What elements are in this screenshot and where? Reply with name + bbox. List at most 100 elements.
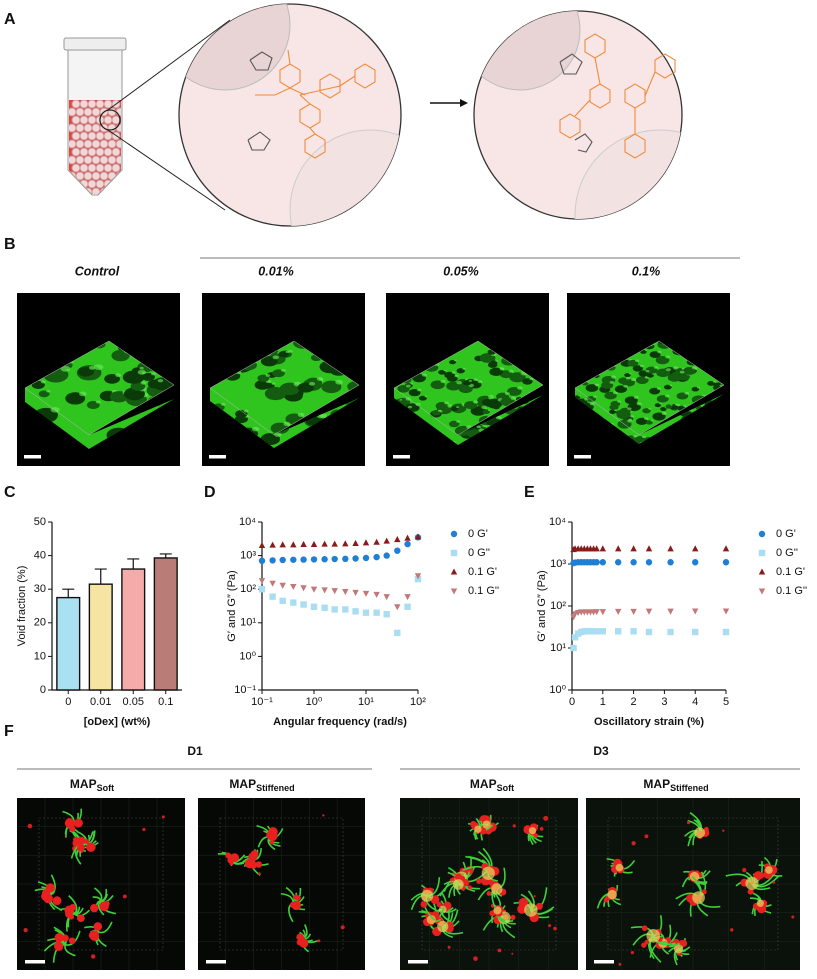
- bead: [83, 139, 93, 149]
- marker: [615, 545, 622, 552]
- marker: [310, 586, 318, 593]
- highlight: [443, 369, 447, 372]
- marker: [722, 608, 730, 615]
- debris: [730, 928, 734, 932]
- highlight: [473, 378, 478, 382]
- marker: [300, 540, 307, 547]
- bead: [99, 139, 109, 149]
- highlight: [627, 407, 632, 410]
- highlight: [150, 372, 156, 376]
- cell-nucleus: [295, 895, 301, 901]
- marker: [414, 533, 422, 540]
- marker: [645, 559, 653, 566]
- y-tick-label: 20: [34, 617, 46, 629]
- x-tick-label: 10⁰: [306, 696, 323, 708]
- marker: [331, 540, 338, 547]
- cell-nucleus: [90, 904, 99, 913]
- highlight: [612, 391, 618, 395]
- debris: [447, 945, 451, 949]
- group-label: D3: [593, 744, 609, 758]
- highlight: [251, 426, 260, 432]
- debris: [644, 834, 649, 839]
- marker: [300, 585, 307, 592]
- bar: [88, 583, 113, 691]
- box-outline: [24, 340, 175, 436]
- bead: [83, 187, 93, 194]
- highlight: [157, 379, 164, 383]
- highlight: [659, 402, 662, 405]
- highlight: [453, 359, 457, 362]
- bead: [75, 187, 85, 194]
- x-tick-label: 10¹: [358, 696, 374, 708]
- marker: [692, 559, 699, 566]
- highlight: [473, 400, 479, 404]
- marker: [394, 536, 401, 543]
- highlight: [508, 369, 514, 373]
- legend-label: 0 G': [468, 528, 488, 540]
- cell-nucleus: [255, 861, 263, 868]
- marker: [383, 594, 390, 601]
- bead: [111, 147, 121, 157]
- cell-process: [64, 944, 76, 957]
- x-axis-label: [oDex] (wt%): [84, 716, 151, 728]
- highlight: [611, 375, 617, 379]
- column-label: 0.1%: [632, 264, 661, 278]
- highlight: [495, 416, 502, 420]
- cell-nucleus: [603, 897, 609, 903]
- scale-bar: [24, 455, 41, 459]
- cell-nucleus: [68, 937, 76, 945]
- bar: [153, 557, 178, 691]
- cell-process: [97, 900, 105, 916]
- marker: [321, 556, 328, 563]
- marker: [667, 559, 674, 566]
- panel-label: F: [4, 723, 14, 740]
- y-tick-label: 10: [34, 650, 46, 662]
- cell-core: [646, 928, 661, 943]
- cell-nucleus: [86, 842, 96, 852]
- scale-bar: [408, 960, 428, 964]
- cell-core: [453, 879, 464, 890]
- marker: [290, 556, 297, 563]
- bead: [69, 139, 77, 149]
- bead: [111, 163, 121, 173]
- highlight: [416, 388, 422, 392]
- cell-core: [692, 891, 705, 904]
- highlight: [644, 417, 649, 421]
- bead: [87, 179, 97, 189]
- column-label: MAPStiffened: [229, 777, 294, 793]
- marker: [269, 580, 276, 587]
- marker: [321, 604, 328, 611]
- highlight: [93, 364, 104, 371]
- bead: [79, 131, 89, 141]
- marker: [342, 555, 349, 563]
- x-tick-label: 1: [600, 696, 606, 708]
- highlight: [517, 386, 523, 390]
- scale-bar: [594, 960, 614, 964]
- highlight: [265, 374, 271, 377]
- bead: [95, 131, 105, 141]
- bead: [107, 139, 117, 149]
- highlight: [665, 355, 671, 359]
- highlight: [140, 381, 147, 385]
- legend-label: 0 G': [776, 528, 796, 540]
- panel-label: B: [4, 236, 16, 253]
- cell-process: [85, 830, 96, 846]
- box-outline: [421, 817, 557, 951]
- y-tick-label: 10⁰: [549, 684, 566, 696]
- cell-core: [426, 915, 436, 925]
- highlight: [421, 373, 427, 377]
- legend-marker: [758, 530, 766, 538]
- marker: [321, 540, 328, 547]
- x-tick-label: 0.01: [90, 696, 111, 708]
- cell-core: [493, 906, 502, 915]
- y-tick-label: 10¹: [550, 642, 566, 654]
- y-tick-label: 0: [40, 684, 46, 696]
- marker: [593, 609, 600, 616]
- marker: [362, 539, 370, 546]
- cell-process: [285, 886, 295, 903]
- bead: [107, 171, 117, 181]
- bead: [71, 147, 81, 157]
- cell-core: [673, 944, 684, 954]
- legend-marker: [758, 568, 766, 575]
- highlight: [495, 360, 499, 362]
